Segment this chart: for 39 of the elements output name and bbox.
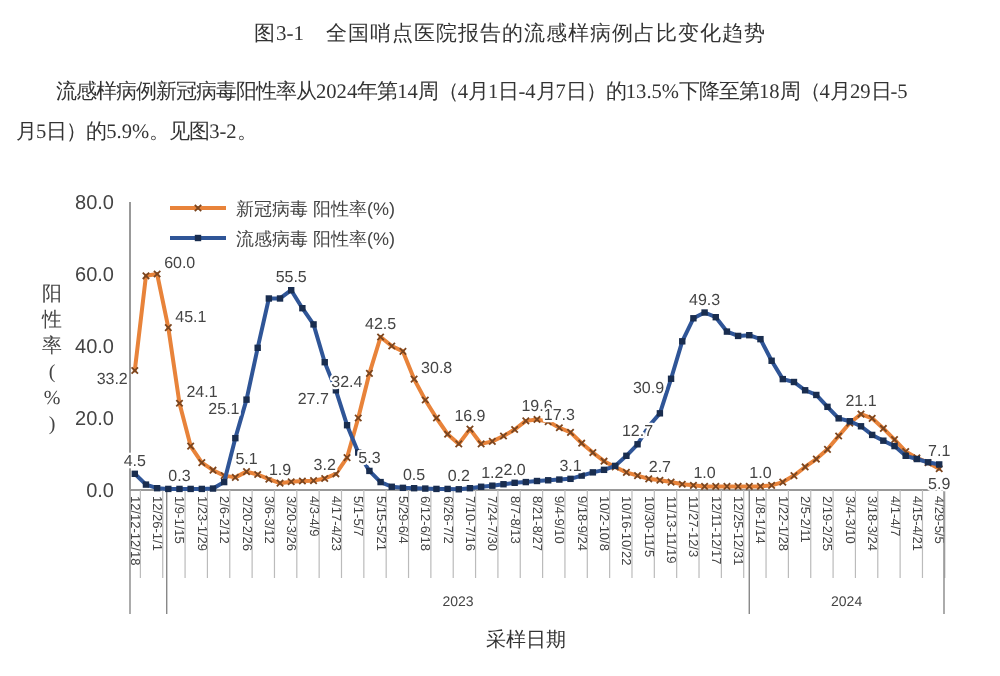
chart-title: 图3-1 全国哨点医院报告的流感样病例占比变化趋势 xyxy=(254,20,766,46)
data-label: 1.2 xyxy=(481,463,505,482)
chart-subtitle: 流感样病例新冠病毒阳性率从2024年第14周（4月1日-4月7日）的13.5%下降至第18周（4月29日-5月5日）的5.9%。见图3-2。 xyxy=(16,80,908,144)
data-label: 7.1 xyxy=(928,442,952,461)
y-tick-label: 0.0 xyxy=(86,481,115,503)
y-tick-label: 20.0 xyxy=(75,409,115,431)
y-tick-label: 40.0 xyxy=(75,337,115,359)
y-tick-label: 80.0 xyxy=(75,193,115,215)
data-label: 55.5 xyxy=(275,268,308,287)
legend-label: 流感病毒 阳性率(%) xyxy=(236,229,395,249)
data-label: 3.2 xyxy=(313,456,337,475)
data-label: 25.1 xyxy=(208,399,241,418)
data-label: 16.9 xyxy=(454,407,487,426)
data-label: 1.9 xyxy=(268,461,293,480)
data-label: 0.5 xyxy=(402,466,427,485)
data-label: 45.1 xyxy=(175,307,208,326)
data-label: 0.3 xyxy=(168,466,192,485)
y-tick-label: 60.0 xyxy=(75,265,115,287)
data-label: 21.1 xyxy=(845,392,878,411)
data-label: 0.2 xyxy=(447,467,472,486)
data-label: 60.0 xyxy=(164,254,197,272)
x-axis-title: 采样日期 xyxy=(486,628,566,652)
data-label: 30.8 xyxy=(421,359,454,378)
data-label: 5.9 xyxy=(928,474,952,493)
legend-label: 新冠病毒 阳性率(%) xyxy=(236,199,395,219)
data-label: 5.1 xyxy=(235,449,259,468)
data-label: 24.1 xyxy=(186,383,219,402)
y-axis-title: 阳性率(%) xyxy=(40,284,62,436)
data-label: 4.5 xyxy=(123,451,148,470)
data-label: 33.2 xyxy=(96,370,129,389)
data-label: 1.0 xyxy=(693,464,717,483)
data-label: 42.5 xyxy=(365,315,398,333)
data-label: 2.7 xyxy=(648,458,673,477)
data-label: 1.0 xyxy=(749,464,773,483)
data-label: 2.0 xyxy=(503,460,527,479)
data-label: 3.1 xyxy=(559,456,583,475)
data-label: 30.9 xyxy=(632,378,666,397)
data-label: 49.3 xyxy=(689,290,722,309)
data-label: 27.7 xyxy=(297,390,330,409)
